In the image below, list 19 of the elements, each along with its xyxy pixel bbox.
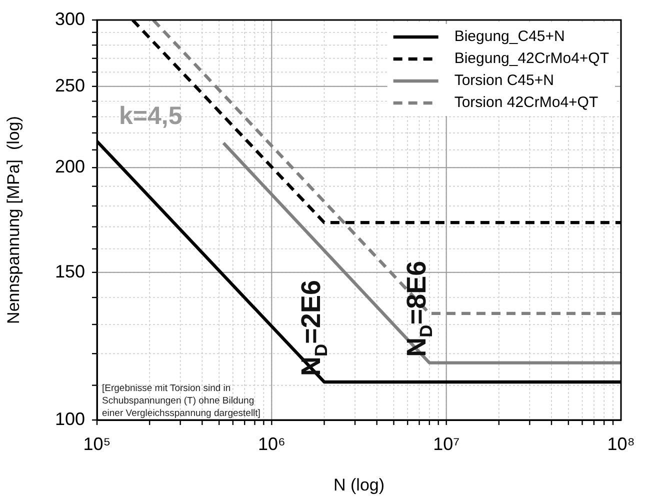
x-axis-title: N (log) <box>333 475 385 494</box>
annotation: [Ergebnisse mit Torsion sind in Schubspannungen (T) ohne Bildung einer Vergleichsspannung dargestellt] <box>102 383 260 419</box>
x-tick-label: 10⁷ <box>433 434 460 454</box>
x-tick-label: 10⁶ <box>258 434 286 454</box>
y-tick-label: 250 <box>54 75 85 96</box>
y-tick-label: 100 <box>54 408 85 429</box>
legend-label: Biegung_42CrMo4+QT <box>454 50 610 68</box>
annotation: ND=2E6 <box>296 280 331 376</box>
annotation: k=4,5 <box>119 102 182 130</box>
x-tick-label: 10⁸ <box>607 434 635 454</box>
legend-label: Torsion 42CrMo4+QT <box>454 94 598 112</box>
y-tick-label: 150 <box>54 261 85 282</box>
x-tick-label: 10⁵ <box>83 434 111 454</box>
legend-label: Torsion C45+N <box>454 72 554 90</box>
y-tick-label: 300 <box>54 8 85 29</box>
legend-label: Biegung_C45+N <box>454 28 565 46</box>
y-tick-label: 200 <box>54 156 85 177</box>
y-axis-title: Nennspannung [MPa] (log) <box>4 116 23 324</box>
annotation: ND=8E6 <box>401 260 436 357</box>
